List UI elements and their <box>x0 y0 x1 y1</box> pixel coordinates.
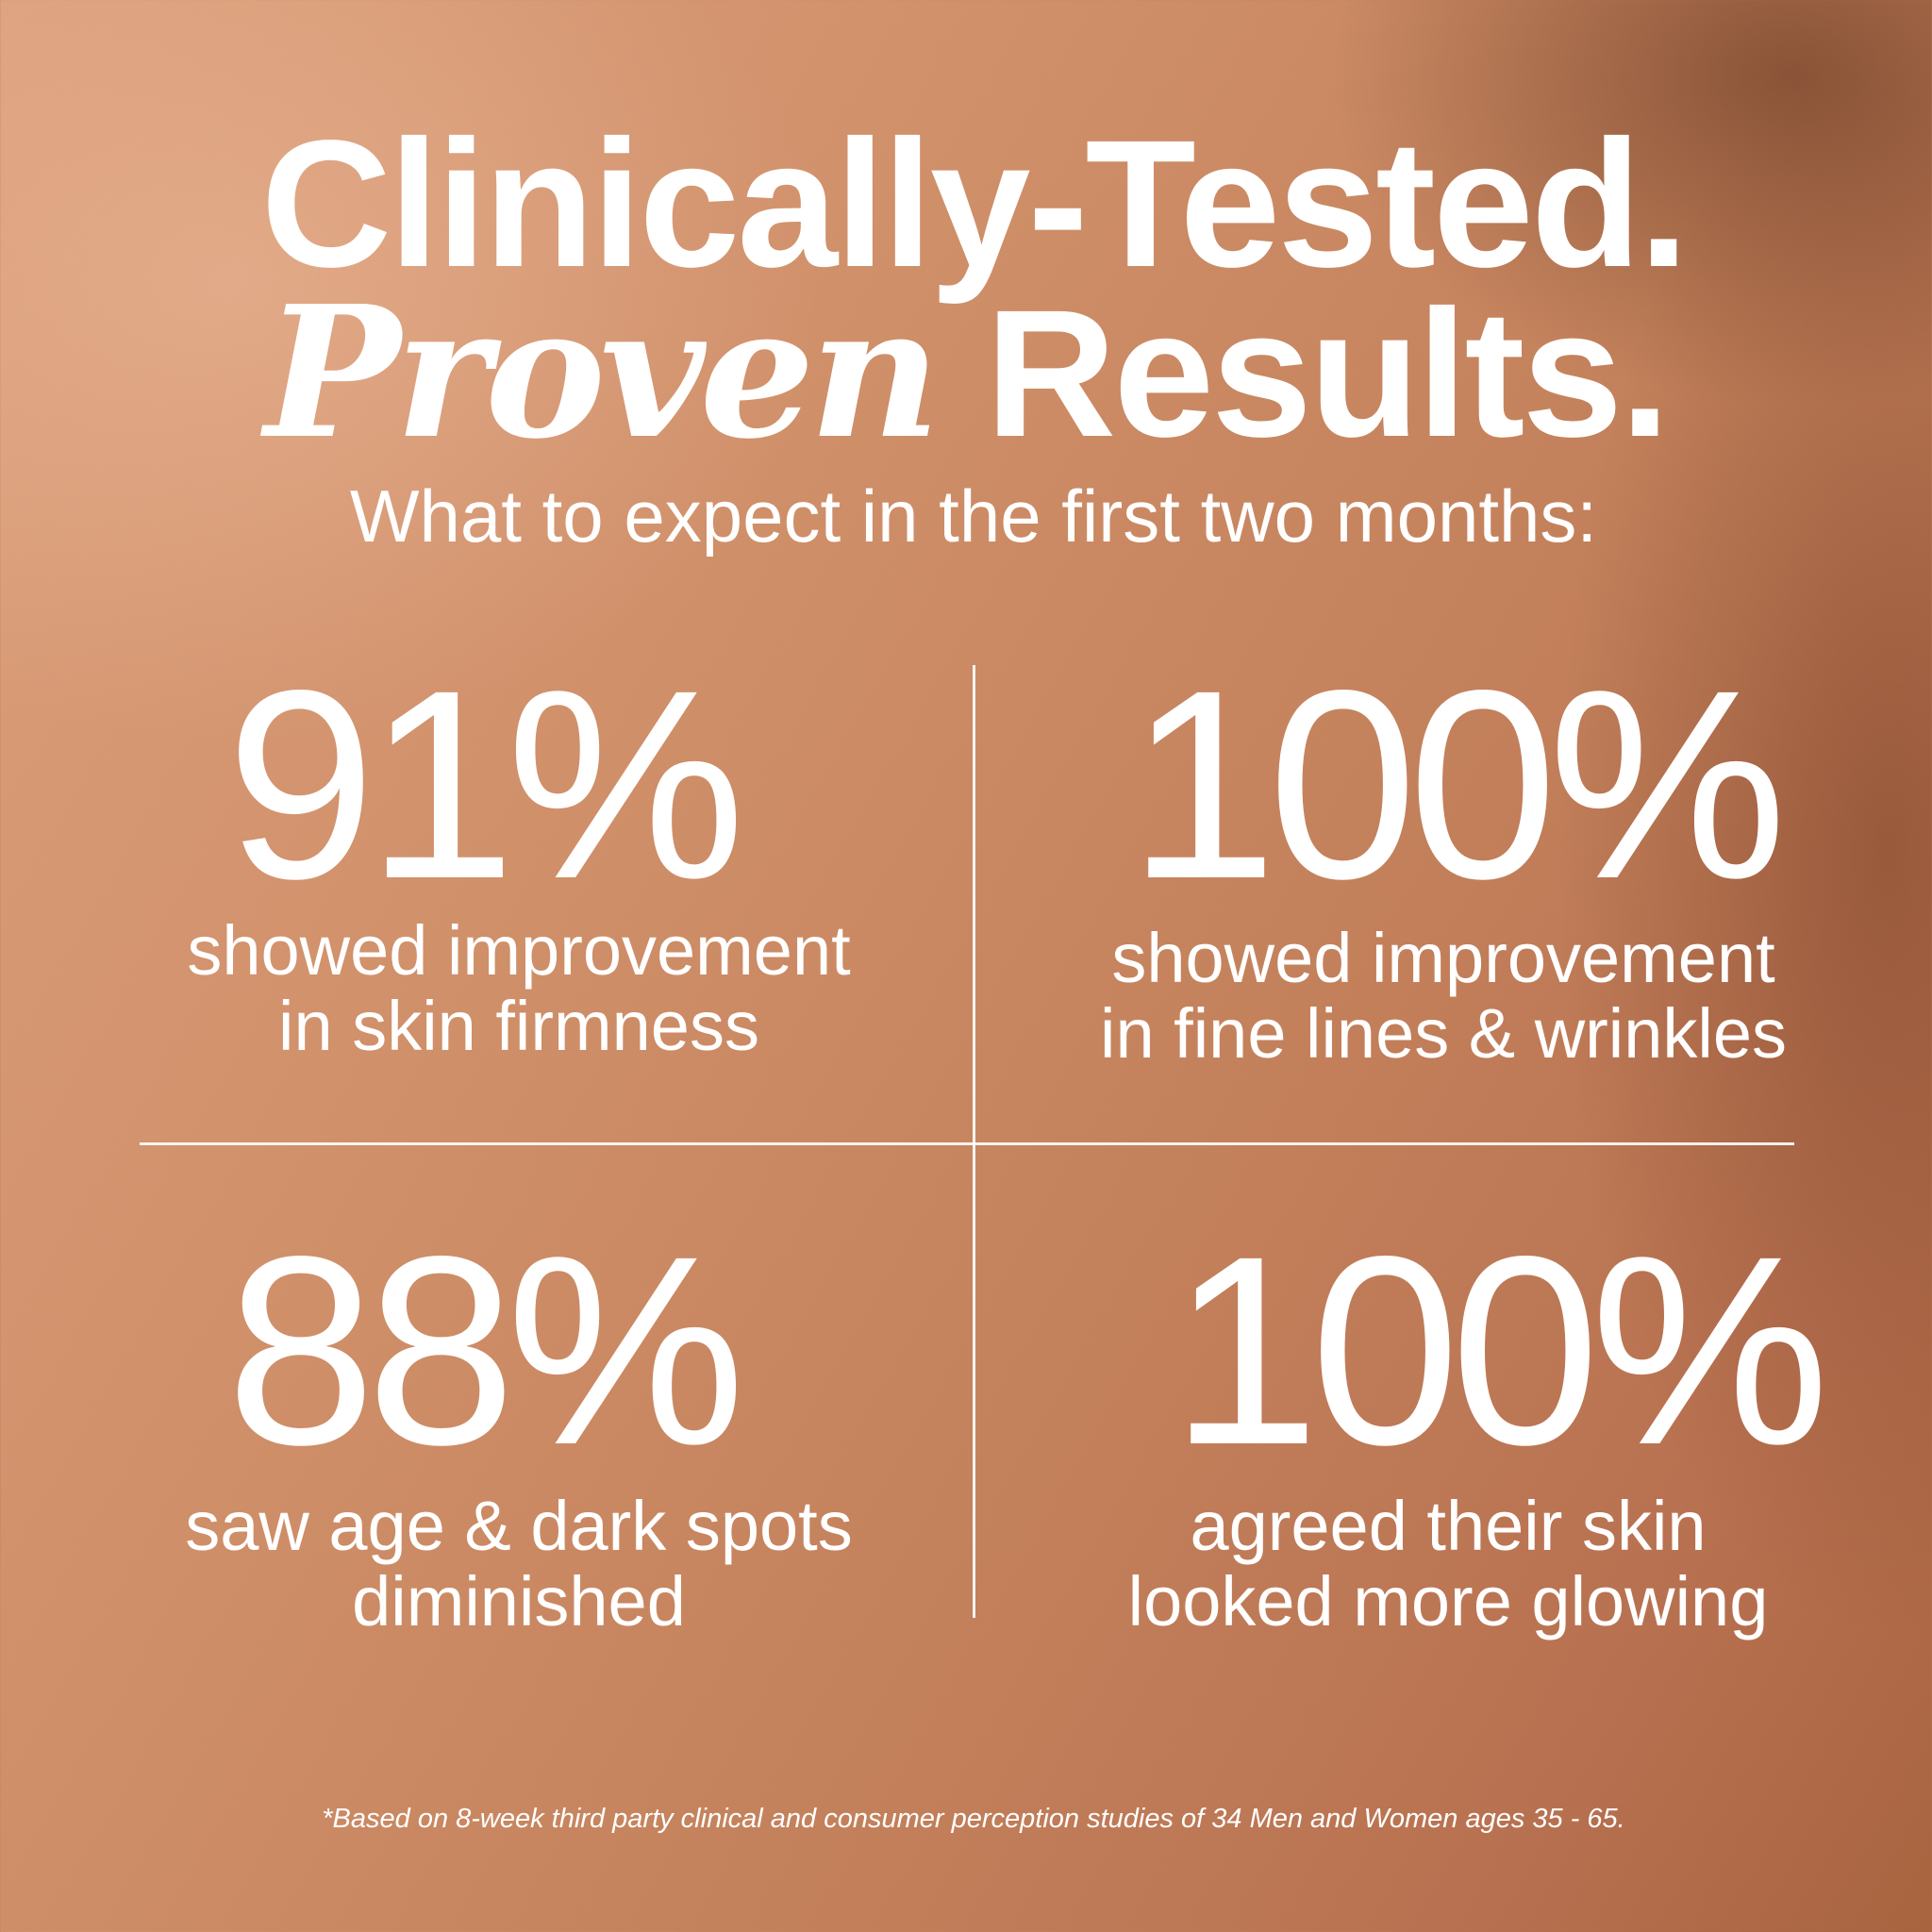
stat-value-dark-spots: 88% <box>225 1201 745 1501</box>
stat-desc-line: showed improvement <box>1111 919 1775 997</box>
stat-desc-firmness: showed improvement in skin firmness <box>94 913 943 1064</box>
stat-desc-fine-lines: showed improvement in fine lines & wrink… <box>1019 921 1868 1072</box>
subtitle: What to expect in the first two months: <box>349 475 1598 558</box>
stat-desc-line: in fine lines & wrinkles <box>1100 994 1787 1073</box>
stat-desc-dark-spots: saw age & dark spots diminished <box>94 1489 943 1640</box>
stat-desc-line: showed improvement <box>187 911 851 990</box>
headline-line-2: Proven Results. <box>0 283 1932 464</box>
headline-italic-word: Proven <box>264 267 941 479</box>
headline-line-1: Clinically-Tested. <box>260 102 1690 305</box>
vertical-divider <box>973 665 975 1618</box>
stat-desc-line: saw age & dark spots <box>185 1487 853 1565</box>
horizontal-divider <box>140 1142 1794 1145</box>
stat-value-fine-lines: 100% <box>1127 635 1788 935</box>
footnote: *Based on 8-week third party clinical an… <box>322 1804 1625 1834</box>
stat-desc-line: agreed their skin <box>1190 1487 1707 1565</box>
stat-desc-glowing: agreed their skin looked more glowing <box>1024 1489 1873 1640</box>
stat-desc-line: in skin firmness <box>278 987 759 1065</box>
stat-desc-line: looked more glowing <box>1127 1562 1769 1641</box>
stat-value-firmness: 91% <box>225 635 745 935</box>
headline-rest: Results. <box>985 272 1671 475</box>
stat-desc-line: diminished <box>352 1562 686 1641</box>
stat-value-glowing: 100% <box>1170 1201 1830 1501</box>
